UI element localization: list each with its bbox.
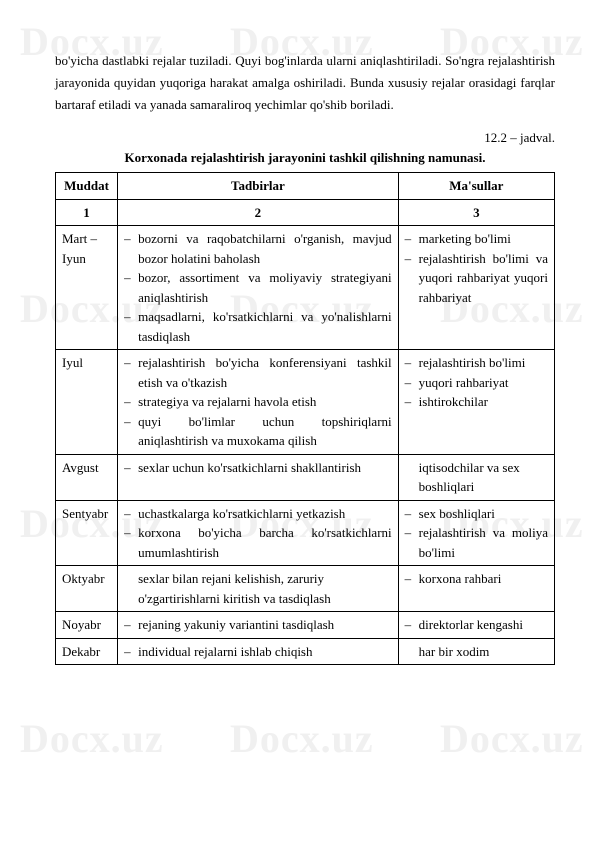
table-row: Mart – Iyun bozorni va raqobatchilarni o… <box>56 226 555 350</box>
table-header-row: Muddat Tadbirlar Ma'sullar <box>56 173 555 200</box>
tadbir-item: individual rejalarni ishlab chiqish <box>124 642 392 662</box>
tadbir-item: bozorni va raqobatchilarni o'rganish, ma… <box>124 229 392 268</box>
masul-item: sex boshliqlari <box>405 504 548 524</box>
col-num-2: 2 <box>118 199 399 226</box>
table-title: Korxonada rejalashtirish jarayonini tash… <box>55 150 555 166</box>
cell-muddat: Oktyabr <box>56 566 118 612</box>
tadbir-item: uchastkalarga ko'rsatkichlarni yetkazish <box>124 504 392 524</box>
tadbir-item: korxona bo'yicha barcha ko'rsatkichlarni… <box>124 523 392 562</box>
cell-masullar: marketing bo'limi rejalashtirish bo'limi… <box>398 226 554 350</box>
watermark: Docx.uz <box>230 715 374 762</box>
cell-masullar: direktorlar kengashi <box>398 612 554 639</box>
table-number-row: 1 2 3 <box>56 199 555 226</box>
tadbir-item: maqsadlarni, ko'rsatkichlarni va yo'nali… <box>124 307 392 346</box>
cell-muddat: Iyul <box>56 350 118 455</box>
tadbir-item: sexlar bilan rejani kelishish, zaruriy o… <box>124 569 392 608</box>
cell-masullar: iqtisodchilar va sex boshliqlari <box>398 454 554 500</box>
masul-item: direktorlar kengashi <box>405 615 548 635</box>
cell-tadbirlar: sexlar uchun ko'rsatkichlarni shakllanti… <box>118 454 399 500</box>
tadbir-item: bozor, assortiment va moliyaviy strategi… <box>124 268 392 307</box>
cell-tadbirlar: rejalashtirish bo'yicha konferensiyani t… <box>118 350 399 455</box>
watermark: Docx.uz <box>20 715 164 762</box>
masul-item: ishtirokchilar <box>405 392 548 412</box>
intro-paragraph: bo'yicha dastlabki rejalar tuziladi. Quy… <box>55 50 555 116</box>
masul-item: rejalashtirish va moliya bo'limi <box>405 523 548 562</box>
cell-muddat: Mart – Iyun <box>56 226 118 350</box>
masul-item: rejalashtirish bo'limi <box>405 353 548 373</box>
table-row: Oktyabr sexlar bilan rejani kelishish, z… <box>56 566 555 612</box>
table-row: Iyul rejalashtirish bo'yicha konferensiy… <box>56 350 555 455</box>
watermark: Docx.uz <box>440 715 584 762</box>
masul-item: yuqori rahbariyat <box>405 373 548 393</box>
masul-item: iqtisodchilar va sex boshliqlari <box>405 458 548 497</box>
tadbir-item: strategiya va rejalarni havola etish <box>124 392 392 412</box>
cell-tadbirlar: sexlar bilan rejani kelishish, zaruriy o… <box>118 566 399 612</box>
col-num-1: 1 <box>56 199 118 226</box>
masul-item: korxona rahbari <box>405 569 548 589</box>
page-content: bo'yicha dastlabki rejalar tuziladi. Quy… <box>0 0 595 695</box>
masul-item: har bir xodim <box>405 642 548 662</box>
cell-muddat: Dekabr <box>56 638 118 665</box>
tadbir-item: rejalashtirish bo'yicha konferensiyani t… <box>124 353 392 392</box>
table-row: Avgust sexlar uchun ko'rsatkichlarni sha… <box>56 454 555 500</box>
table-row: Noyabr rejaning yakuniy variantini tasdi… <box>56 612 555 639</box>
col-header-tadbirlar: Tadbirlar <box>118 173 399 200</box>
masul-item: rejalashtirish bo'limi va yuqori rahbari… <box>405 249 548 308</box>
col-num-3: 3 <box>398 199 554 226</box>
cell-masullar: har bir xodim <box>398 638 554 665</box>
cell-masullar: rejalashtirish bo'limi yuqori rahbariyat… <box>398 350 554 455</box>
cell-masullar: sex boshliqlari rejalashtirish va moliya… <box>398 500 554 566</box>
schedule-table: Muddat Tadbirlar Ma'sullar 1 2 3 Mart – … <box>55 172 555 665</box>
cell-muddat: Noyabr <box>56 612 118 639</box>
col-header-masullar: Ma'sullar <box>398 173 554 200</box>
cell-muddat: Sentyabr <box>56 500 118 566</box>
tadbir-item: rejaning yakuniy variantini tasdiqlash <box>124 615 392 635</box>
tadbir-item: quyi bo'limlar uchun topshiriqlarni aniq… <box>124 412 392 451</box>
table-number-label: 12.2 – jadval. <box>55 130 555 146</box>
masul-item: marketing bo'limi <box>405 229 548 249</box>
table-row: Dekabr individual rejalarni ishlab chiqi… <box>56 638 555 665</box>
cell-masullar: korxona rahbari <box>398 566 554 612</box>
cell-muddat: Avgust <box>56 454 118 500</box>
cell-tadbirlar: uchastkalarga ko'rsatkichlarni yetkazish… <box>118 500 399 566</box>
cell-tadbirlar: rejaning yakuniy variantini tasdiqlash <box>118 612 399 639</box>
cell-tadbirlar: bozorni va raqobatchilarni o'rganish, ma… <box>118 226 399 350</box>
table-row: Sentyabr uchastkalarga ko'rsatkichlarni … <box>56 500 555 566</box>
cell-tadbirlar: individual rejalarni ishlab chiqish <box>118 638 399 665</box>
col-header-muddat: Muddat <box>56 173 118 200</box>
tadbir-item: sexlar uchun ko'rsatkichlarni shakllanti… <box>124 458 392 478</box>
